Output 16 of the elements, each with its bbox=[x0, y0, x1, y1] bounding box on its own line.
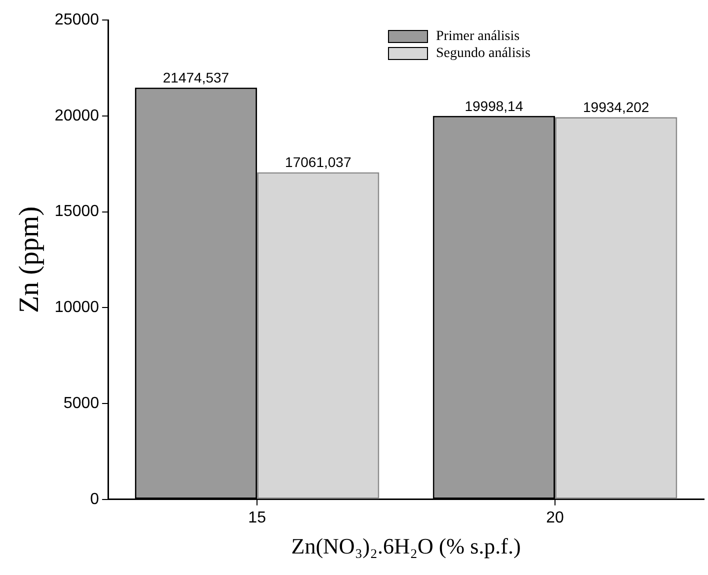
y-tick-label: 0 bbox=[90, 490, 100, 508]
x-tick-label: 15 bbox=[248, 509, 266, 526]
data-label: 17061,037 bbox=[285, 154, 352, 170]
y-tick-label: 20000 bbox=[54, 107, 100, 124]
x-axis-title: Zn(NO₃)₂.6H₂O (% s.p.f.) bbox=[291, 534, 521, 559]
y-tick-label: 25000 bbox=[54, 11, 100, 28]
legend-label: Primer análisis bbox=[436, 28, 520, 44]
data-label: 21474,537 bbox=[162, 69, 230, 86]
y-tick-label: 10000 bbox=[54, 299, 100, 316]
y-axis-title: Zn (ppm) bbox=[14, 206, 46, 313]
y-tick-label: 5000 bbox=[64, 394, 100, 412]
data-label: 19998,14 bbox=[464, 98, 524, 114]
y-tick-label: 15000 bbox=[54, 203, 100, 220]
legend-label: Segundo análisis bbox=[436, 46, 530, 62]
data-label: 19934,202 bbox=[583, 99, 650, 115]
x-tick-label: 20 bbox=[546, 509, 564, 526]
